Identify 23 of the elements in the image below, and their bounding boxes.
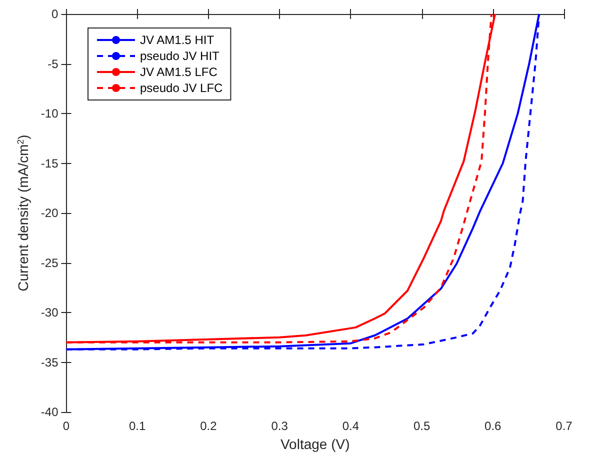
legend-label: pseudo JV HIT: [140, 49, 220, 63]
x-axis-title: Voltage (V): [280, 436, 350, 452]
x-tick-label: 0.4: [342, 419, 360, 433]
x-tick-label: 0.3: [271, 419, 288, 433]
y-tick-label: -30: [40, 306, 59, 320]
y-tick-label: -15: [40, 156, 59, 170]
legend-label: pseudo JV LFC: [140, 81, 224, 95]
x-tick-label: 0.1: [129, 419, 146, 433]
legend-label: JV AM1.5 LFC: [140, 65, 218, 79]
y-tick-label: 0: [52, 7, 59, 21]
y-tick-label: -10: [40, 106, 59, 120]
x-tick-label: 0.6: [484, 419, 502, 433]
y-tick-label: -20: [40, 206, 59, 220]
x-tick-label: 0.7: [556, 419, 573, 433]
y-tick-label: -40: [40, 405, 59, 419]
legend-label: JV AM1.5 HIT: [140, 33, 215, 47]
x-tick-label: 0.2: [200, 419, 218, 433]
y-axis-title: Current density (mA/cm2): [15, 134, 31, 292]
y-tick-label: -5: [48, 56, 59, 71]
y-tick-label: -35: [40, 355, 59, 370]
y-tick-label: -25: [40, 256, 59, 270]
x-tick-label: 0: [62, 419, 70, 433]
x-tick-label: 0.5: [413, 419, 430, 433]
